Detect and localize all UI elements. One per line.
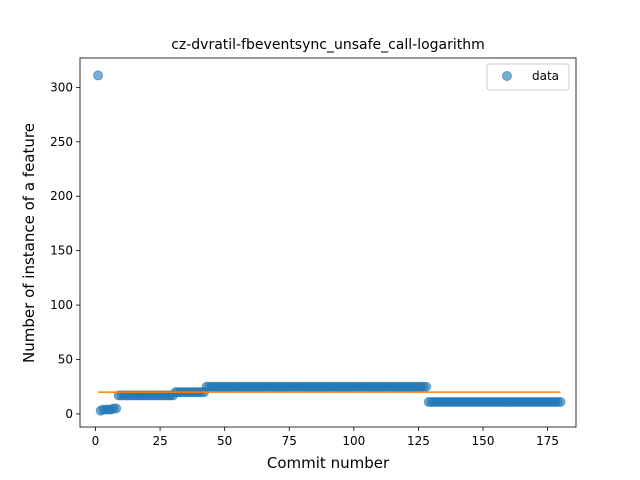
y-tick-label: 0 [65,407,73,421]
x-tick-label: 0 [92,434,100,448]
y-tick-label: 100 [50,298,73,312]
plot-area [93,70,566,416]
x-tick-label: 150 [472,434,495,448]
plot-frame [79,57,577,428]
x-tick-label: 50 [217,434,232,448]
y-tick-label: 200 [50,189,73,203]
x-tick-label: 25 [152,434,167,448]
x-axis-label: Commit number [267,454,390,472]
axis-ticks: 0 25 50 75 100 125 150 175 0 50 100 150 200 250 300 [50,80,559,448]
y-tick-label: 300 [50,80,73,94]
x-tick-label: 100 [342,434,365,448]
y-tick-label: 50 [58,353,73,367]
y-tick-label: 250 [50,135,73,149]
data-point [421,381,432,392]
legend-frame [486,63,570,91]
x-tick-label: 125 [407,434,430,448]
x-tick-label: 175 [536,434,559,448]
data-point [555,396,566,407]
data-point [111,403,122,414]
legend-label-data: data [532,69,559,83]
data-point [93,70,104,81]
y-axis-label: Number of instance of a feature [20,123,38,363]
legend: data [486,63,570,91]
legend-marker-data [502,71,512,81]
x-tick-label: 75 [282,434,297,448]
y-tick-label: 150 [50,244,73,258]
chart-title: cz-dvratil-fbeventsync_unsafe_call-logar… [171,37,485,53]
